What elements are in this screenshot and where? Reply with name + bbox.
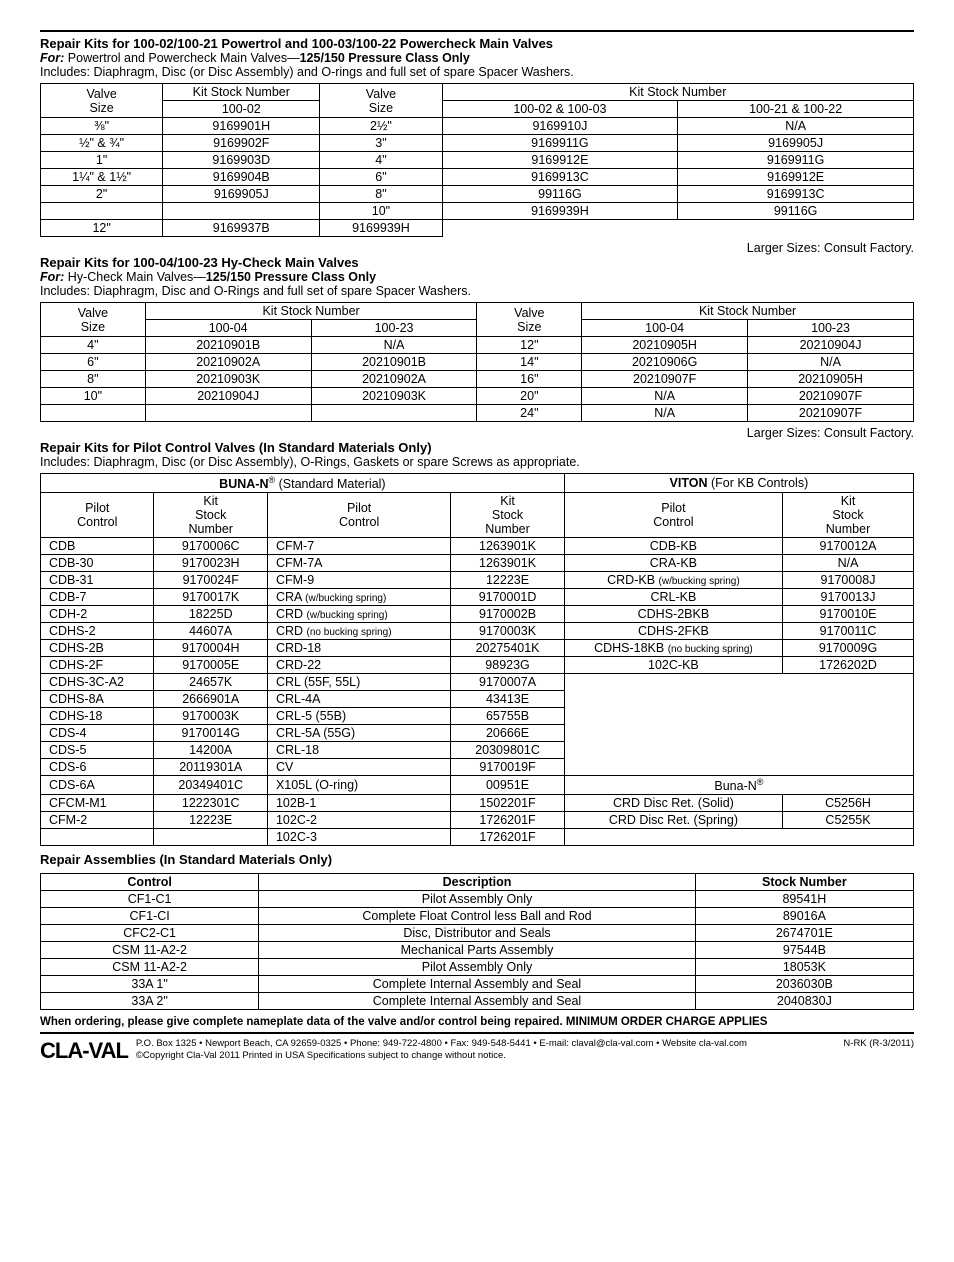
hdr: 100-23 [748, 320, 914, 337]
hdr-kit2: Kit Stock Number [442, 84, 913, 101]
section2-title: Repair Kits for 100-04/100-23 Hy-Check M… [40, 255, 914, 270]
table-row: 24"N/A20210907F [41, 405, 914, 422]
hdr: 100-04 [582, 320, 748, 337]
hdr-valve-size: ValveSize [41, 84, 163, 118]
section1-includes: Includes: Diaphragm, Disc (or Disc Assem… [40, 65, 914, 79]
table-row: CDB-79170017KCRA (w/bucking spring)91700… [41, 589, 914, 606]
table-row: CDHS-2F9170005ECRD-2298923G102C-KB172620… [41, 657, 914, 674]
table-row: 1¼" & 1½"9169904B6"9169913C9169912E [41, 169, 914, 186]
hdr: ValveSize [477, 303, 582, 337]
table-row: 2"9169905J8"99116G9169913C [41, 186, 914, 203]
table-row: 1"9169903D4"9169912E9169911G [41, 152, 914, 169]
footer: CLA-VAL P.O. Box 1325 • Newport Beach, C… [40, 1032, 914, 1064]
table-row: 4"20210901BN/A12"20210905H20210904J [41, 337, 914, 354]
footer-text: P.O. Box 1325 • Newport Beach, CA 92659-… [136, 1038, 836, 1062]
section2-note: Larger Sizes: Consult Factory. [747, 426, 914, 440]
table-row: CFC2-C1Disc, Distributor and Seals267470… [41, 925, 914, 942]
section1-table: ValveSize Kit Stock Number ValveSize Kit… [40, 83, 914, 237]
hdr: Stock Number [695, 874, 913, 891]
hdr: Kit Stock Number [582, 303, 914, 320]
section2-table: ValveSize Kit Stock Number ValveSize Kit… [40, 302, 914, 422]
table-row: CDB9170006CCFM-71263901KCDB-KB9170012A [41, 538, 914, 555]
table-row: CFCM-M11222301C102B-11502201FCRD Disc Re… [41, 795, 914, 812]
section3-table: BUNA-N® (Standard Material) VITON (For K… [40, 473, 914, 846]
table-row: ½" & ¾"9169902F3"9169911G9169905J [41, 135, 914, 152]
section2-for: For: Hy-Check Main Valves—125/150 Pressu… [40, 270, 914, 284]
hdr: 100-04 [145, 320, 311, 337]
section4-title: Repair Assemblies (In Standard Materials… [40, 852, 914, 867]
table-row: 33A 2"Complete Internal Assembly and Sea… [41, 993, 914, 1010]
hdr-kit: Kit Stock Number [163, 84, 320, 101]
section1-for: For: Powertrol and Powercheck Main Valve… [40, 51, 914, 65]
hdr: Description [259, 874, 696, 891]
table-row: CSM 11-A2-2Mechanical Parts Assembly9754… [41, 942, 914, 959]
table-row: CFM-212223E102C-21726201FCRD Disc Ret. (… [41, 812, 914, 829]
hdr: Kit Stock Number [145, 303, 477, 320]
hdr: KitStockNumber [154, 493, 267, 538]
section3-includes: Includes: Diaphragm, Disc (or Disc Assem… [40, 455, 914, 469]
table-row: CF1-C1Pilot Assembly Only89541H [41, 891, 914, 908]
section1-title: Repair Kits for 100-02/100-21 Powertrol … [40, 36, 914, 51]
table-row: CDHS-244607ACRD (no bucking spring)91700… [41, 623, 914, 640]
section3-title: Repair Kits for Pilot Control Valves (In… [40, 440, 914, 455]
hdr: 100-23 [311, 320, 477, 337]
table-row: CDHS-2B9170004HCRD-1820275401KCDHS-18KB … [41, 640, 914, 657]
logo: CLA-VAL [40, 1038, 128, 1064]
hdr: Control [41, 874, 259, 891]
section2-includes: Includes: Diaphragm, Disc and O-Rings an… [40, 284, 914, 298]
table-row: CDHS-3C-A224657KCRL (55F, 55L)9170007A [41, 674, 914, 691]
table-row: 6"20210902A20210901B14"20210906GN/A [41, 354, 914, 371]
table-row: 33A 1"Complete Internal Assembly and Sea… [41, 976, 914, 993]
group-buna: BUNA-N® (Standard Material) [41, 474, 565, 493]
section4: Repair Assemblies (In Standard Materials… [40, 852, 914, 1010]
table-row: CDB-319170024FCFM-912223ECRD-KB (w/bucki… [41, 572, 914, 589]
footer-right: N-RK (R-3/2011) [843, 1038, 914, 1049]
hdr-valve-size2: ValveSize [320, 84, 442, 118]
section1: Repair Kits for 100-02/100-21 Powertrol … [40, 36, 914, 237]
hdr-c2: 100-02 & 100-03 [442, 101, 678, 118]
table-row: CSM 11-A2-2Pilot Assembly Only18053K [41, 959, 914, 976]
table-row: 10"9169939H99116G [41, 203, 914, 220]
hdr: ValveSize [41, 303, 146, 337]
hdr: KitStockNumber [451, 493, 564, 538]
section1-note: Larger Sizes: Consult Factory. [747, 241, 914, 255]
hdr-c3: 100-21 & 100-22 [678, 101, 914, 118]
section3: Repair Kits for Pilot Control Valves (In… [40, 440, 914, 846]
table-row: CF1-CIComplete Float Control less Ball a… [41, 908, 914, 925]
table-row: CDS-6A20349401CX105L (O-ring)00951EBuna-… [41, 776, 914, 795]
hdr: PilotControl [41, 493, 154, 538]
hdr: PilotControl [564, 493, 782, 538]
group-viton: VITON (For KB Controls) [564, 474, 913, 493]
hdr: PilotControl [267, 493, 450, 538]
order-note: When ordering, please give complete name… [40, 1016, 914, 1028]
table-row: CDH-218225DCRD (w/bucking spring)9170002… [41, 606, 914, 623]
table-row: 10"20210904J20210903K20"N/A20210907F [41, 388, 914, 405]
hdr-100-02: 100-02 [163, 101, 320, 118]
section4-table: Control Description Stock Number CF1-C1P… [40, 873, 914, 1010]
table-row: 12"9169937B9169939H [41, 220, 914, 237]
table-row: 102C-31726201F [41, 829, 914, 846]
table-row: ⅜"9169901H2½"9169910JN/A [41, 118, 914, 135]
section2: Repair Kits for 100-04/100-23 Hy-Check M… [40, 255, 914, 422]
table-row: CDB-309170023HCFM-7A1263901KCRA-KBN/A [41, 555, 914, 572]
table-row: 8"20210903K20210902A16"20210907F20210905… [41, 371, 914, 388]
hdr: KitStockNumber [783, 493, 914, 538]
